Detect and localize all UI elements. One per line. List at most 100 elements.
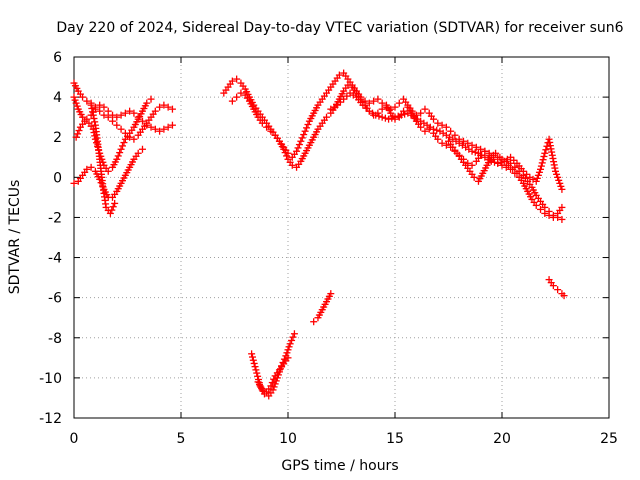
data-point xyxy=(438,121,446,129)
data-point-interp xyxy=(533,174,541,182)
data-point xyxy=(421,127,429,135)
data-point xyxy=(451,131,459,139)
x-tick-label: 25 xyxy=(600,431,618,447)
data-point-interp xyxy=(283,349,291,357)
data-point-interp xyxy=(251,363,259,371)
data-point xyxy=(290,330,298,338)
data-point xyxy=(79,113,87,121)
series-track-k xyxy=(254,354,292,396)
data-point xyxy=(494,159,502,167)
data-point xyxy=(100,103,108,111)
data-point xyxy=(500,157,508,165)
data-point xyxy=(468,141,476,149)
data-point xyxy=(434,135,442,143)
data-point xyxy=(391,113,399,121)
series-track-l xyxy=(310,290,335,326)
data-point xyxy=(160,101,168,109)
data-point-interp xyxy=(73,102,81,110)
data-point xyxy=(151,125,159,133)
data-point xyxy=(233,93,241,101)
data-point xyxy=(280,145,288,153)
series-track-e xyxy=(87,101,119,217)
data-point xyxy=(365,99,373,107)
data-point xyxy=(560,292,568,300)
data-point xyxy=(267,382,275,390)
data-point xyxy=(310,318,318,326)
data-point-interp xyxy=(304,121,312,129)
data-point xyxy=(288,161,296,169)
data-point xyxy=(400,107,408,115)
data-point xyxy=(558,215,566,223)
data-point xyxy=(113,113,121,121)
data-point xyxy=(552,167,559,175)
data-point xyxy=(496,153,504,161)
data-point-interp xyxy=(281,149,289,157)
data-point xyxy=(168,105,176,113)
data-point xyxy=(549,213,557,221)
data-point xyxy=(263,123,271,131)
data-point xyxy=(472,143,480,151)
data-point-interp xyxy=(554,173,562,181)
data-point xyxy=(147,123,155,131)
data-point xyxy=(109,111,117,119)
data-point-interp xyxy=(89,111,97,119)
x-tick-label: 10 xyxy=(279,431,297,447)
data-point xyxy=(558,185,566,193)
data-point xyxy=(442,123,450,131)
data-point xyxy=(532,201,540,209)
data-point-interp xyxy=(298,134,306,142)
data-point xyxy=(87,101,95,109)
data-point-interp xyxy=(270,383,278,391)
data-point-interp xyxy=(280,355,288,363)
data-point xyxy=(117,111,125,119)
data-point xyxy=(464,139,472,147)
data-point-interp xyxy=(535,168,543,176)
data-point xyxy=(70,93,78,101)
data-point xyxy=(164,123,172,131)
data-point-interp xyxy=(270,375,278,383)
chart-title: Day 220 of 2024, Sidereal Day-to-day VTE… xyxy=(56,20,623,36)
data-point xyxy=(83,97,91,105)
data-point-interp xyxy=(381,114,389,122)
y-tick-label: -6 xyxy=(48,291,62,307)
data-point xyxy=(293,147,301,155)
data-point-interp xyxy=(510,156,518,164)
data-point xyxy=(248,350,256,358)
data-point xyxy=(395,99,403,107)
series-track-j xyxy=(248,330,298,400)
data-point xyxy=(340,95,348,103)
data-point-interp xyxy=(300,131,308,139)
data-point xyxy=(151,107,159,115)
data-point xyxy=(558,203,566,211)
data-point xyxy=(138,145,146,153)
data-point-interp xyxy=(375,112,383,120)
data-point xyxy=(301,127,309,135)
data-point xyxy=(442,141,450,149)
y-tick-label: 6 xyxy=(53,50,62,66)
data-point-interp xyxy=(542,146,550,154)
y-axis-label: SDTVAR / TECUs xyxy=(7,180,23,295)
data-point xyxy=(509,165,517,173)
data-point xyxy=(430,115,438,123)
data-point xyxy=(374,95,382,103)
data-point-interp xyxy=(248,353,256,361)
data-point xyxy=(81,117,89,125)
data-point xyxy=(532,177,540,185)
tick-layer xyxy=(73,56,610,419)
data-point-interp xyxy=(114,152,122,160)
data-point xyxy=(378,113,386,121)
data-point xyxy=(143,99,151,107)
data-point xyxy=(130,109,138,117)
data-point xyxy=(143,121,151,129)
data-point xyxy=(286,340,294,348)
data-point xyxy=(156,103,164,111)
data-point xyxy=(498,161,506,169)
data-point xyxy=(492,149,500,157)
y-tick-label: -4 xyxy=(48,251,62,267)
data-point-interp xyxy=(75,127,83,135)
data-point xyxy=(554,286,562,294)
data-point-interp xyxy=(283,152,291,160)
data-point xyxy=(237,89,245,97)
data-point-interp xyxy=(539,156,547,164)
